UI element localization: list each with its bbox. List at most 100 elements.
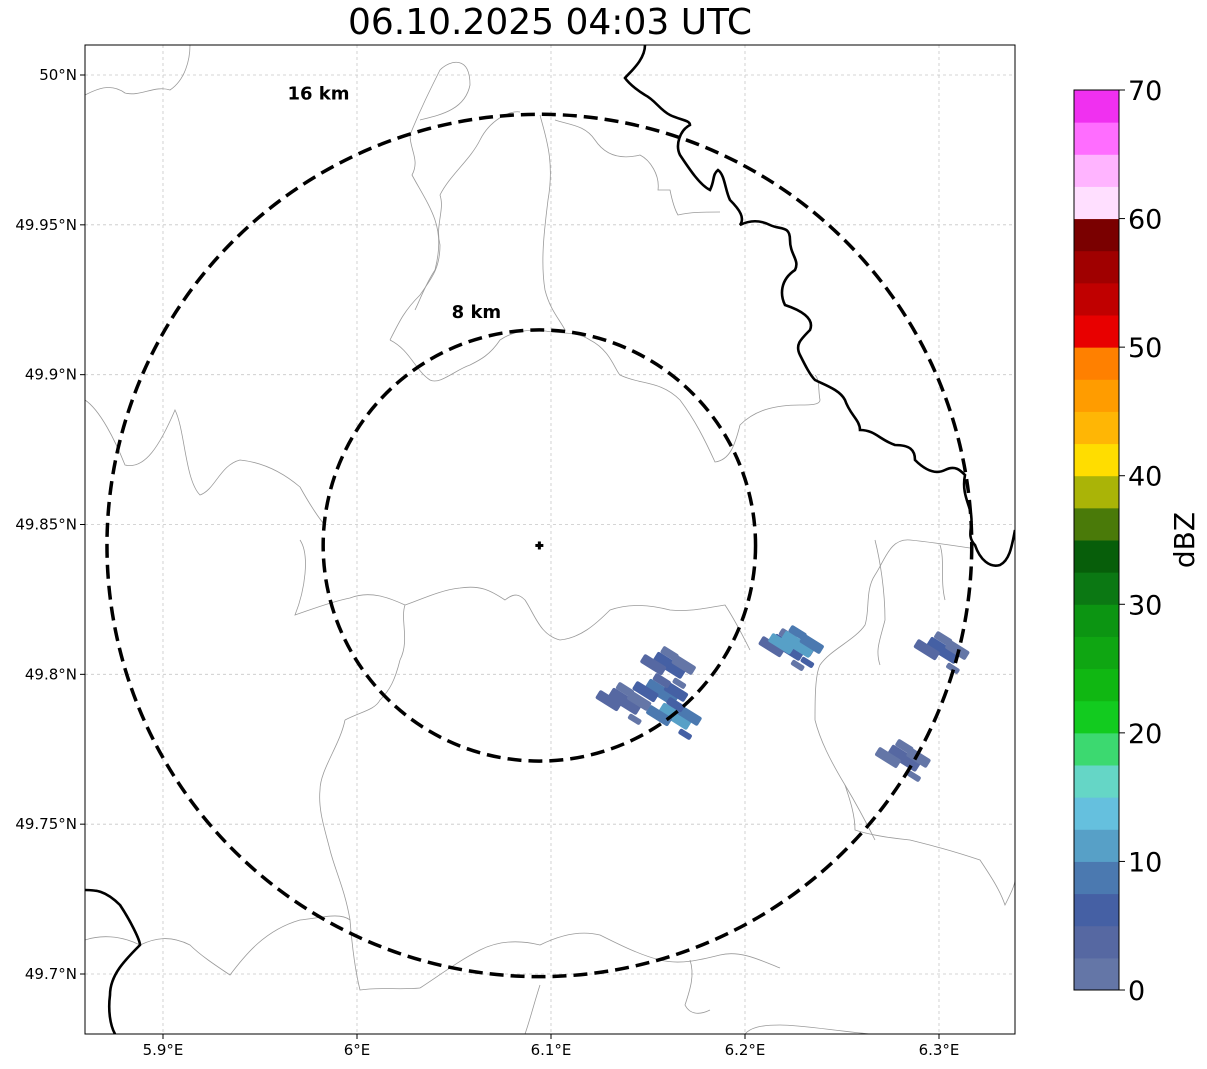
colorbar-frame: [1073, 89, 1120, 991]
lat-tick-label: 49.8°N: [25, 665, 77, 683]
lon-tick-label: 6.1°E: [531, 1041, 572, 1059]
lon-tick-label: 6.3°E: [919, 1041, 960, 1059]
colorbar-segment: [1074, 218, 1119, 252]
range-ring-label: 8 km: [452, 302, 502, 323]
colorbar-segment: [1074, 732, 1119, 766]
echo-pixel: [627, 713, 642, 725]
range-ring-16km: [105, 112, 974, 979]
longitude-ticks: 5.9°E 6°E 6.1°E 6.2°E 6.3°E: [143, 1034, 960, 1059]
echo-pixel: [907, 770, 921, 782]
colorbar-segment: [1074, 893, 1119, 927]
ring-labels: 8 km 16 km: [287, 83, 501, 323]
echo-pixel: [627, 691, 652, 711]
colorbar-segment: [1074, 122, 1119, 155]
echo-pixel: [607, 687, 642, 715]
colorbar-tick-label: 50: [1128, 333, 1162, 364]
range-rings: [105, 112, 974, 979]
colorbar-segment: [1074, 925, 1119, 959]
national-border: [85, 45, 1015, 1034]
echo-pixel: [926, 637, 960, 664]
echo-pixel: [758, 636, 785, 658]
echo-cell: [875, 739, 931, 782]
lon-tick-label: 6.2°E: [725, 1041, 766, 1059]
echo-pixel: [895, 739, 914, 754]
colorbar-tick-label: 0: [1128, 976, 1145, 1007]
colorbar-segment: [1074, 797, 1119, 830]
colorbar-ticks: 0 10 20 30 40 50 60 70: [1119, 76, 1162, 1007]
echo-pixel: [790, 659, 805, 671]
colorbar-label: dBZ: [1168, 512, 1201, 568]
admin-boundaries: [85, 45, 1015, 1034]
echo-pixel: [671, 655, 696, 675]
colorbar-tick-label: 10: [1128, 847, 1162, 878]
colorbar-segment: [1074, 540, 1119, 573]
lat-tick-label: 49.85°N: [15, 516, 77, 534]
colorbar-tick-label: 30: [1128, 590, 1162, 621]
colorbar-segment: [1074, 443, 1119, 477]
colorbar-tick-label: 70: [1128, 76, 1162, 107]
colorbar-segment: [1074, 154, 1119, 187]
echo-pixel: [640, 654, 667, 676]
lat-tick-label: 50°N: [39, 66, 77, 84]
radar-site-marker: [535, 541, 544, 550]
echo-pixel: [632, 681, 659, 703]
echo-pixel: [946, 662, 960, 674]
colorbar-segment: [1074, 347, 1119, 380]
echo-pixel: [672, 677, 687, 689]
echo-pixel: [800, 656, 815, 668]
echo-pixel: [887, 744, 921, 772]
colorbar-segment: [1074, 507, 1119, 541]
colorbar-segment: [1074, 379, 1119, 412]
lon-tick-label: 6°E: [344, 1041, 371, 1059]
map-title: 06.10.2025 04:03 UTC: [347, 2, 753, 43]
echo-pixel: [666, 697, 685, 713]
echo-pixel: [875, 747, 901, 768]
echo-pixel: [646, 705, 672, 727]
map-frame: [84, 44, 1016, 1035]
echo-pixel: [913, 639, 940, 661]
colorbar-segment: [1074, 829, 1119, 862]
colorbar-segment: [1074, 315, 1119, 348]
echo-cell: [768, 625, 824, 668]
geography: [85, 45, 1015, 1034]
colorbar-segment: [1074, 765, 1119, 798]
echo-cell: [640, 646, 696, 689]
colorbar-segment: [1074, 604, 1119, 637]
colorbar-segment: [1074, 572, 1119, 605]
range-ring-8km: [321, 328, 758, 763]
echo-pixel: [660, 646, 679, 662]
lat-tick-label: 49.9°N: [25, 366, 77, 384]
echo-pixel: [595, 690, 622, 712]
lon-tick-label: 5.9°E: [143, 1041, 184, 1059]
colorbar-segment: [1074, 282, 1119, 316]
echo-pixel: [663, 682, 689, 702]
echo-pixel: [658, 702, 693, 730]
echo-pixel: [615, 682, 634, 698]
echo-pixel: [768, 633, 795, 655]
colorbar-tick-label: 40: [1128, 462, 1162, 493]
lat-tick-label: 49.95°N: [15, 216, 77, 234]
colorbar-segment: [1074, 186, 1119, 220]
colorbar-segment: [1074, 668, 1119, 702]
colorbar-segment: [1074, 636, 1119, 670]
echo-pixel: [934, 631, 953, 647]
echo-pixel: [677, 706, 702, 726]
colorbar-segment: [1074, 250, 1119, 284]
colorbar-segment: [1074, 411, 1119, 445]
gridlines: [85, 45, 1015, 1034]
echo-pixel: [652, 652, 687, 679]
colorbar: [1073, 89, 1120, 991]
echo-pixel: [799, 634, 824, 654]
lat-tick-label: 49.7°N: [25, 965, 77, 983]
range-ring-label: 16 km: [287, 83, 349, 104]
echo-pixel: [678, 728, 692, 740]
echo-pixel: [788, 625, 807, 641]
colorbar-segment: [1074, 957, 1119, 991]
echo-cell: [646, 697, 702, 740]
lat-tick-label: 49.75°N: [15, 815, 77, 833]
colorbar-segment: [1074, 700, 1119, 734]
colorbar-tick-label: 60: [1128, 205, 1162, 236]
colorbar-segment: [1074, 861, 1119, 895]
latitude-ticks: 49.7°N 49.75°N 49.8°N 49.85°N 49.9°N 49.95°N 5…: [15, 66, 85, 983]
